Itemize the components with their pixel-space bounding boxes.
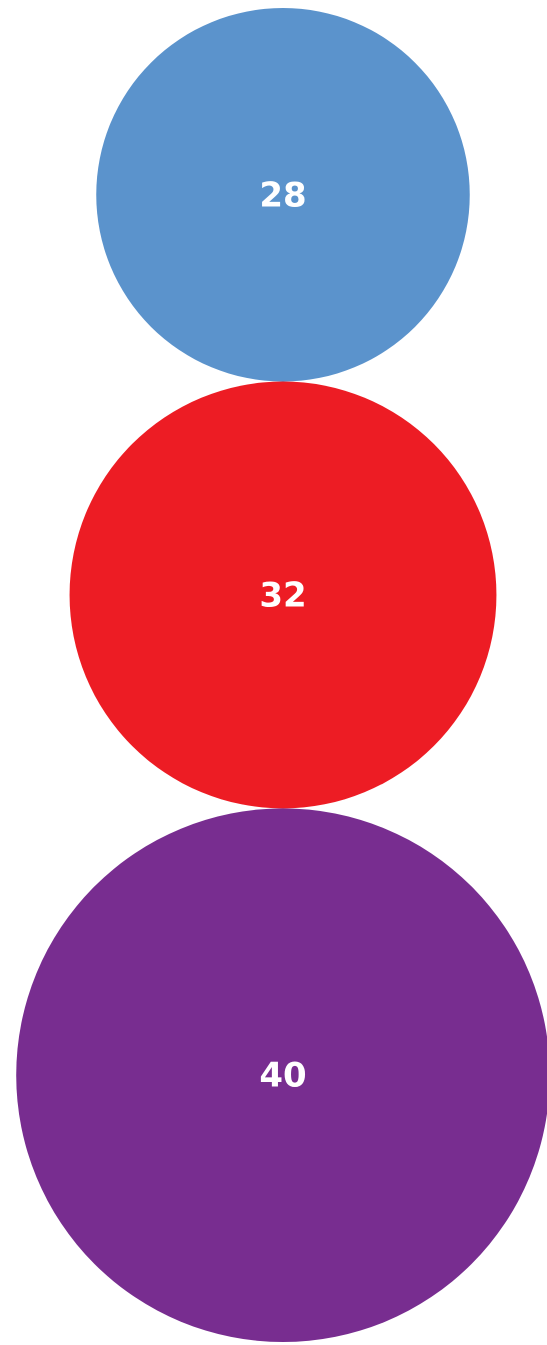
bubble bbox=[16, 808, 547, 1342]
data-label: 32 bbox=[259, 575, 306, 615]
bubble bbox=[96, 8, 470, 382]
data-label: 40 bbox=[259, 1056, 306, 1096]
bubble bbox=[69, 381, 497, 809]
data-label: 28 bbox=[259, 175, 306, 215]
